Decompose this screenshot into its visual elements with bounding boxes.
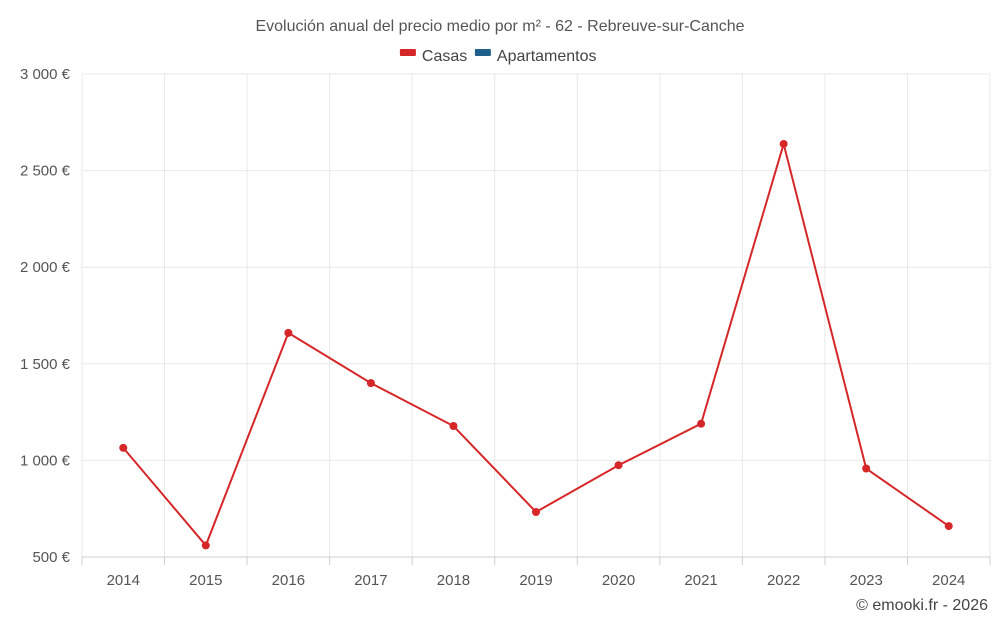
y-tick-label: 3 000 €: [20, 66, 71, 83]
x-tick-label: 2023: [849, 572, 882, 589]
data-point[interactable]: [779, 139, 788, 148]
x-axis: 2014 2015 2016 2017 2018 2019 2020 2021 2022 2023…: [81, 556, 991, 589]
series-layer: [119, 139, 953, 550]
y-tick-label: 500 €: [32, 549, 70, 566]
legend-label[interactable]: Casas: [422, 48, 467, 65]
legend-label[interactable]: Apartamentos: [497, 48, 597, 65]
x-tick-label: 2016: [272, 572, 305, 589]
x-tick-label: 2022: [767, 572, 800, 589]
data-point[interactable]: [366, 379, 375, 388]
x-tick-label: 2020: [602, 572, 635, 589]
x-tick-label: 2015: [189, 572, 222, 589]
x-tick-label: 2018: [437, 572, 470, 589]
y-tick-label: 2 000 €: [20, 259, 71, 276]
grid: [81, 73, 991, 557]
chart-title: Evolución anual del precio medio por m² …: [255, 18, 744, 35]
x-tick-label: 2024: [932, 572, 965, 589]
data-point[interactable]: [944, 522, 953, 531]
legend-swatch[interactable]: [399, 49, 416, 56]
data-point[interactable]: [532, 507, 540, 516]
x-tick-label: 2019: [519, 572, 552, 589]
data-point[interactable]: [119, 443, 128, 452]
data-point[interactable]: [284, 328, 293, 337]
data-point[interactable]: [449, 422, 458, 431]
data-point[interactable]: [697, 419, 706, 428]
y-tick-label: 1 500 €: [20, 356, 71, 373]
x-tick-label: 2017: [354, 572, 387, 589]
data-point[interactable]: [862, 464, 871, 473]
y-axis: 500 € 1 000 € 1 500 € 2 000 € 2 500 € 3 000 €: [20, 66, 71, 566]
y-tick-label: 1 000 €: [20, 452, 71, 469]
x-tick-label: 2014: [107, 572, 140, 589]
legend[interactable]: Casas Apartamentos: [399, 48, 597, 65]
credit-text: © emooki.fr - 2026: [856, 597, 988, 614]
y-tick-label: 2 500 €: [20, 163, 71, 180]
x-tick-label: 2021: [684, 572, 717, 589]
data-point[interactable]: [201, 541, 210, 550]
data-point[interactable]: [614, 461, 623, 470]
legend-swatch[interactable]: [474, 49, 491, 56]
